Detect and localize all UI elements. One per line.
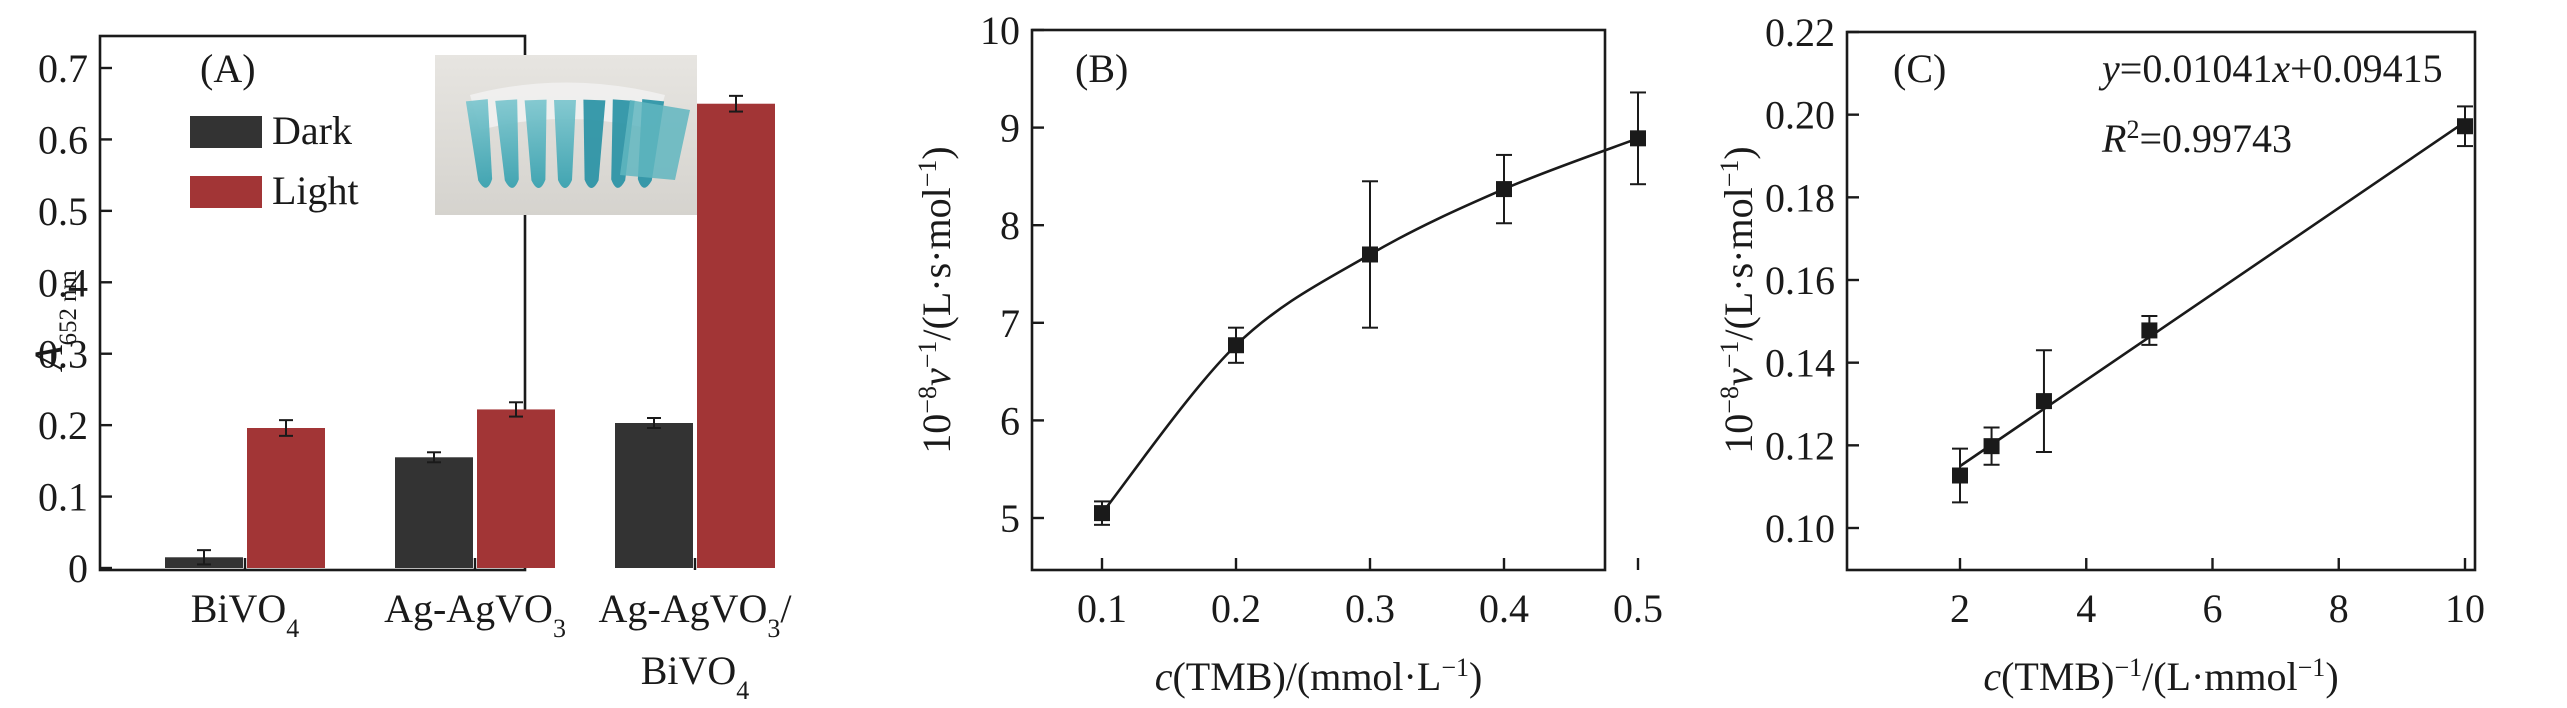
error-bar: [279, 419, 293, 437]
x-tick-label: 2: [1950, 586, 1970, 631]
y-axis-label: 10−8v−1/(L·s·mol−1): [913, 146, 960, 453]
bar-light: [477, 409, 555, 568]
data-point: [1362, 246, 1378, 263]
panel-label: (B): [1075, 46, 1128, 91]
x-tick-label: 8: [2329, 586, 2349, 631]
x-tick-label: 0.2: [1211, 586, 1261, 631]
y-tick-label: 0.1: [38, 475, 88, 520]
y-tick-label: 0.14: [1765, 341, 1835, 386]
fit-r-squared: R2=0.99743: [2101, 115, 2292, 162]
fit-line: [1959, 120, 2466, 468]
x-tick-label: 0.3: [1345, 586, 1395, 631]
inset-photo: [435, 55, 697, 215]
panel-a: 0 0.1 0.2 0.3 0.4 0.5 0.6 0.7 BiVO4 Ag-AgVO3 Ag-Ag…: [26, 34, 793, 705]
error-bar: [509, 401, 523, 418]
bar-dark: [615, 423, 693, 568]
y-tick-label: 0.4: [38, 260, 88, 305]
x-axis-label: c(TMB)−1/(L·mmol−1): [1983, 653, 2338, 700]
legend-label: Dark: [272, 108, 352, 153]
fit-equation: y=0.01041x+0.09415: [2098, 46, 2443, 91]
legend-swatch: [190, 176, 262, 208]
x-tick-label: Ag-AgVO3: [384, 586, 566, 643]
x-tick-label: Ag-AgVO3/: [599, 586, 793, 643]
data-point: [2035, 393, 2052, 410]
y-tick-label: 5: [1000, 496, 1020, 541]
y-tick-label: 10: [980, 8, 1020, 53]
y-tick-label: 8: [1000, 203, 1020, 248]
bar-light: [697, 103, 775, 568]
x-tick-label: 0.5: [1613, 586, 1663, 631]
y-tick-label: 0.6: [38, 117, 88, 162]
y-tick-label: 7: [1000, 301, 1020, 346]
error-bar: [729, 94, 743, 113]
x-tick-label: BiVO4: [641, 648, 750, 705]
x-tick-label: 0.4: [1479, 586, 1529, 631]
data-point: [1228, 337, 1244, 354]
plot-frame: [1845, 30, 2477, 572]
error-bar: [647, 417, 661, 429]
panel-b: 5 6 7 8 9 10 0.1 0.2 0.3 0.4 0.5 (B) c(TMB)/(mmol·L−…: [913, 8, 1664, 699]
x-tick-label: BiVO4: [191, 586, 300, 643]
y-axis-label: A652 nm: [26, 270, 82, 373]
data-point: [2141, 322, 2158, 339]
y-tick-label: 0.10: [1765, 506, 1835, 551]
x-tick-label: 4: [2076, 586, 2096, 631]
y-tick-label: 9: [1000, 106, 1020, 151]
y-tick-label: 0.7: [38, 46, 88, 91]
y-tick-label: 0.12: [1765, 423, 1835, 468]
legend-swatch: [190, 116, 262, 148]
y-tick-label: 6: [1000, 398, 1020, 443]
data-point: [1952, 467, 1968, 484]
x-tick-label: 6: [2203, 586, 2223, 631]
x-tick-label: 10: [2445, 586, 2485, 631]
y-tick-label: 0.5: [38, 189, 88, 234]
panel-label: (C): [1893, 46, 1946, 91]
x-tick-label: 0.1: [1077, 586, 1127, 631]
y-tick-label: 0.2: [38, 403, 88, 448]
error-bar: [197, 549, 211, 566]
error-bar: [427, 451, 441, 464]
data-point: [1983, 438, 2000, 455]
plot-frame: [1030, 28, 1607, 572]
legend-label: Light: [272, 168, 359, 213]
y-tick-label: 0.16: [1765, 258, 1835, 303]
y-tick-label: 0.3: [38, 332, 88, 377]
y-tick-label: 0: [68, 546, 88, 591]
bar-dark: [395, 457, 473, 568]
y-tick-label: 0.20: [1765, 93, 1835, 138]
y-tick-label: 0.22: [1765, 10, 1835, 55]
data-point: [1630, 130, 1646, 147]
x-axis-label: c(TMB)/(mmol·L−1): [1155, 653, 1483, 700]
y-axis-label: 10−8v−1/(L·s·mol−1): [1715, 146, 1762, 453]
bar-light: [247, 428, 325, 568]
panel-c: 0.10 0.12 0.14 0.16 0.18 0.20 0.22 2 4 6 8 10 (C) y=0…: [1715, 10, 2486, 699]
panel-label: (A): [200, 46, 256, 91]
plot-frame: [98, 34, 527, 572]
y-tick-label: 0.18: [1765, 175, 1835, 220]
data-point: [1496, 181, 1512, 198]
data-point: [2457, 118, 2473, 135]
data-point: [1094, 505, 1110, 522]
